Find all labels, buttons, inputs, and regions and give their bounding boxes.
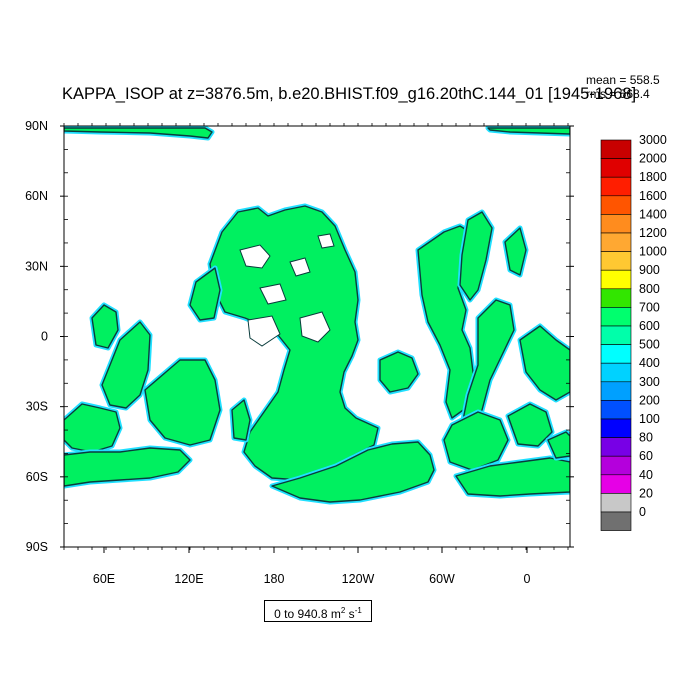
lon-label: 120W (342, 572, 375, 586)
lat-label: 90S (26, 540, 48, 554)
west-landmass-2 (101, 321, 151, 409)
colorbar-label: 1400 (639, 207, 667, 221)
colorbar: 3000200018001600140012001000900800700600… (600, 133, 667, 531)
colorbar-label: 1000 (639, 245, 667, 259)
colorbar-box (600, 307, 632, 327)
colorbar-box (600, 139, 632, 159)
colorbar-label: 500 (639, 338, 660, 352)
mean-stat: mean = 558.5 (586, 73, 660, 87)
colorbar-box (600, 400, 632, 420)
west-landmass-4 (64, 447, 191, 487)
colorbar-box (600, 232, 632, 252)
latitude-axis: 90N 60N 30N 0 30S 60S 90S (25, 119, 574, 554)
arctic-ice-east (487, 127, 570, 135)
colorbar-box (600, 474, 632, 494)
colorbar-label: 1800 (639, 170, 667, 184)
colorbar-label: 300 (639, 375, 660, 389)
colorbar-box (600, 493, 632, 513)
lon-label: 60E (93, 572, 115, 586)
east-landmass-5 (504, 227, 527, 276)
colorbar-box (600, 158, 632, 178)
rms-stat: rms = 568.4 (586, 87, 650, 101)
colorbar-box (600, 269, 632, 290)
lat-label: 30S (26, 400, 48, 414)
colorbar-label: 400 (639, 356, 660, 370)
colorbar-box (600, 251, 632, 271)
lower-continent (271, 441, 435, 503)
colorbar-box (600, 195, 632, 215)
east-landmass-7 (443, 411, 509, 471)
lat-label: 0 (41, 330, 48, 344)
west-landmass-1 (91, 304, 119, 349)
units-label: 0 to 940.8 m2 s-1 (264, 600, 372, 622)
colorbar-label: 900 (639, 263, 660, 277)
longitude-axis: 60E 120E 180 120W 60W 0 (63, 123, 569, 586)
units-mid: s (345, 607, 355, 621)
colorbar-label: 600 (639, 319, 660, 333)
map-layer (64, 126, 570, 547)
lon-label: 0 (524, 572, 531, 586)
inland-gap-1 (239, 244, 271, 269)
east-landmass-1 (379, 351, 419, 393)
east-landmass-9 (507, 403, 553, 447)
inland-gap-4 (299, 311, 331, 343)
units-range: 0 to 940.8 m (274, 607, 341, 621)
colorbar-label: 3000 (639, 133, 667, 147)
colorbar-label: 80 (639, 431, 653, 445)
inland-gap-3 (289, 257, 311, 277)
colorbar-box (600, 214, 632, 234)
lat-label: 90N (25, 119, 48, 133)
east-landmass-4 (461, 299, 515, 431)
west-landmass-3 (64, 403, 121, 453)
lon-label: 120E (174, 572, 203, 586)
colorbar-label: 0 (639, 505, 646, 519)
colorbar-box (600, 381, 632, 401)
east-landmass-8 (455, 457, 570, 497)
inland-gap-6 (317, 233, 335, 249)
east-landmass-6 (519, 325, 570, 401)
colorbar-box (600, 288, 632, 308)
east-landmass-3 (459, 211, 493, 301)
colorbar-box (600, 325, 632, 345)
units-exp-1: 2 (340, 606, 346, 615)
lon-label: 180 (264, 572, 285, 586)
colorbar-label: 1200 (639, 226, 667, 240)
colorbar-box (600, 511, 632, 531)
colorbar-label: 20 (639, 486, 653, 500)
east-landmass-10 (547, 431, 570, 459)
lon-label: 60W (429, 572, 455, 586)
units-exp-2: -1 (354, 606, 362, 615)
lat-label: 60N (25, 189, 48, 203)
colorbar-label: 200 (639, 393, 660, 407)
colorbar-label: 800 (639, 282, 660, 296)
inland-gap-2 (259, 283, 287, 305)
colorbar-box (600, 437, 632, 457)
colorbar-label: 700 (639, 300, 660, 314)
inland-gap-5 (247, 315, 281, 347)
colorbar-label: 2000 (639, 152, 667, 166)
colorbar-box (600, 176, 632, 197)
lat-label: 30N (25, 259, 48, 273)
plot-title: KAPPA_ISOP at z=3876.5m, b.e20.BHIST.f09… (62, 85, 637, 103)
colorbar-label: 1600 (639, 189, 667, 203)
colorbar-label: 40 (639, 468, 653, 482)
west-landmass-7 (231, 399, 251, 441)
colorbar-box (600, 455, 632, 476)
lat-label: 60S (26, 470, 48, 484)
colorbar-box (600, 344, 632, 364)
colorbar-box (600, 362, 632, 383)
west-landmass-6 (189, 267, 221, 321)
arctic-ice-west (64, 127, 213, 139)
colorbar-label: 100 (639, 412, 660, 426)
west-landmass-5 (144, 359, 221, 446)
colorbar-box (600, 418, 632, 438)
colorbar-label: 60 (639, 449, 653, 463)
northern-continent (209, 205, 379, 481)
